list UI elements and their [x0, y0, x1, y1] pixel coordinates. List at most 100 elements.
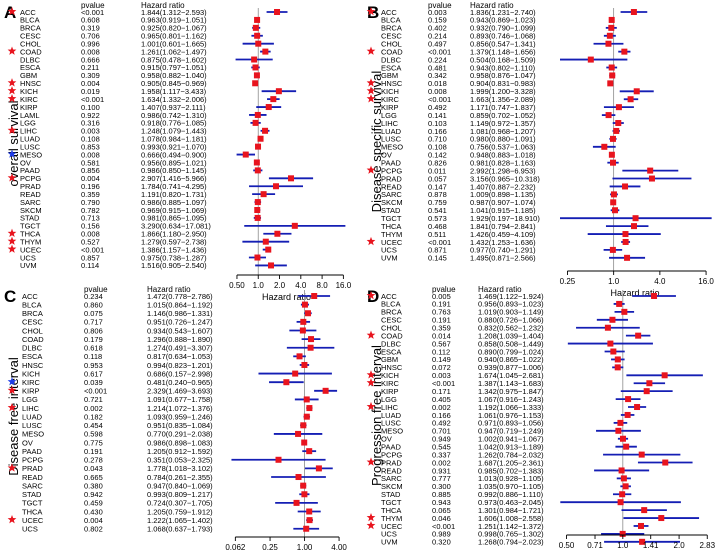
pvalue-label: 0.149	[432, 355, 451, 364]
hr-marker	[308, 336, 315, 343]
hr-marker	[632, 215, 639, 222]
hazard-ratio-label: 0.832(0.562−1.232)	[478, 324, 544, 333]
pvalue-label: 0.191	[432, 316, 451, 325]
hazard-ratio-label: 1.222(1.065−1.402)	[147, 516, 213, 525]
cancer-type-label: UCS	[22, 525, 38, 534]
pvalue-header: pvalue	[432, 285, 456, 294]
y-axis-title: overall survival	[6, 100, 21, 186]
pvalue-label: 0.011	[428, 166, 446, 175]
hr-marker	[624, 254, 631, 261]
pvalue-label: 0.942	[84, 490, 103, 499]
cancer-type-label: ESCA	[20, 63, 40, 72]
cancer-type-label: READ	[381, 182, 402, 191]
hazard-ratio-label: 1.093(0.959−1.246)	[147, 412, 213, 421]
hazard-ratio-label: 0.940(0.865−1.022)	[478, 355, 544, 364]
pvalue-label: 0.885	[432, 490, 451, 499]
hazard-ratio-label: 1.205(0.759−1.912)	[147, 507, 213, 516]
hazard-ratio-label: 0.958(0.882−1.040)	[141, 71, 207, 80]
cancer-type-label: SARC	[20, 198, 41, 207]
hazard-ratio-label: 1.426(0.459−4.109)	[470, 230, 536, 239]
hazard-ratio-label: 0.948(0.883−1.018)	[470, 151, 536, 160]
hr-marker	[300, 482, 307, 489]
cancer-type-label: ESCA	[381, 63, 401, 72]
pvalue-label: 0.100	[81, 103, 100, 112]
hazard-ratio-label: 0.925(0.820−1.067)	[141, 24, 207, 33]
hr-marker	[630, 223, 637, 230]
hr-marker	[619, 530, 626, 537]
hr-marker	[270, 96, 277, 103]
pvalue-label: 0.618	[84, 344, 103, 353]
hazard-ratio-label: 0.986(0.850−1.145)	[141, 166, 207, 175]
hr-marker	[609, 135, 616, 142]
cancer-type-label: KIRP	[22, 387, 40, 396]
panel-label: D	[367, 287, 379, 306]
hazard-ratio-label: 1.248(1.079−1.443)	[141, 127, 207, 136]
cancer-type-label: THCA	[22, 507, 42, 516]
hazard-ratio-label: 1.663(1.356−2.089)	[470, 95, 536, 104]
cancer-type-label: MESO	[381, 427, 403, 436]
cancer-type-label: THCA	[381, 222, 401, 231]
pvalue-label: 0.008	[81, 150, 100, 159]
cancer-type-label: LUSC	[381, 135, 402, 144]
hazard-ratio-label: 1.061(0.976−1.153)	[478, 411, 544, 420]
hr-marker	[610, 348, 617, 355]
hr-marker	[252, 119, 259, 126]
significance-star-icon	[7, 228, 17, 237]
pvalue-label: 0.430	[84, 507, 103, 516]
pvalue-label: 0.019	[81, 87, 100, 96]
pvalue-label: 0.005	[432, 292, 451, 301]
significance-star-icon	[366, 401, 376, 411]
hazard-ratio-label: 1.516(0.905−2.540)	[141, 261, 207, 270]
significance-star-icon	[366, 370, 376, 379]
hr-marker	[607, 80, 614, 87]
hazard-ratio-label: 0.947(0.840−1.069)	[147, 481, 213, 490]
hazard-ratio-label: 0.985(0.702−1.383)	[478, 466, 544, 475]
hr-marker	[622, 238, 629, 245]
cancer-type-label: READ	[20, 190, 41, 199]
hr-marker	[623, 443, 630, 450]
significance-star-icon	[7, 402, 17, 412]
pvalue-label: 0.004	[81, 79, 100, 88]
pvalue-label: 0.118	[84, 352, 102, 361]
pvalue-label: 0.617	[84, 369, 103, 378]
pvalue-label: 0.057	[428, 174, 447, 183]
cancer-type-label: LUSC	[381, 419, 402, 428]
pvalue-header: pvalue	[428, 1, 452, 10]
hr-marker	[275, 456, 282, 463]
hr-marker	[601, 143, 608, 150]
hazard-ratio-label: 2.992(1.298−6.953)	[470, 166, 536, 175]
pvalue-label: 0.545	[432, 442, 451, 451]
pvalue-label: 0.359	[81, 190, 100, 199]
hazard-ratio-label: 0.981(0.865−1.095)	[141, 214, 207, 223]
cancer-type-label: UCEC	[22, 516, 44, 525]
pvalue-label: 0.300	[432, 482, 451, 491]
pvalue-label: 0.002	[432, 403, 451, 412]
hr-marker	[610, 159, 617, 166]
pvalue-label: 0.002	[432, 458, 451, 467]
cancer-type-label: KICH	[381, 87, 399, 96]
cancer-type-label: UCS	[381, 530, 397, 539]
significance-star-icon	[7, 94, 17, 103]
hr-marker	[254, 32, 261, 39]
pvalue-label: 0.211	[81, 63, 99, 72]
cancer-type-label: PRAD	[381, 174, 402, 183]
significance-star-icon	[366, 520, 376, 530]
hazard-ratio-label: 1.078(0.984−1.181)	[141, 135, 207, 144]
cancer-type-label: ACC	[20, 8, 36, 17]
cancer-type-label: TGCT	[20, 222, 41, 231]
cancer-type-label: TGCT	[381, 498, 402, 507]
pvalue-label: <0.001	[81, 245, 104, 254]
significance-star-icon	[366, 46, 376, 55]
cancer-type-label: OV	[381, 151, 392, 160]
x-tick-label: 2.0	[674, 541, 686, 550]
pvalue-label: <0.001	[84, 387, 107, 396]
hazard-ratio-label: 1.342(0.975−1.847)	[478, 387, 544, 396]
hr-marker	[609, 72, 616, 79]
hr-marker	[619, 491, 626, 498]
significance-star-icon	[366, 512, 376, 522]
hazard-ratio-label: 1.469(1.122−1.924)	[478, 292, 544, 301]
pvalue-label: 0.316	[81, 119, 100, 128]
hr-marker	[300, 318, 307, 325]
pvalue-label: 0.004	[84, 516, 103, 525]
